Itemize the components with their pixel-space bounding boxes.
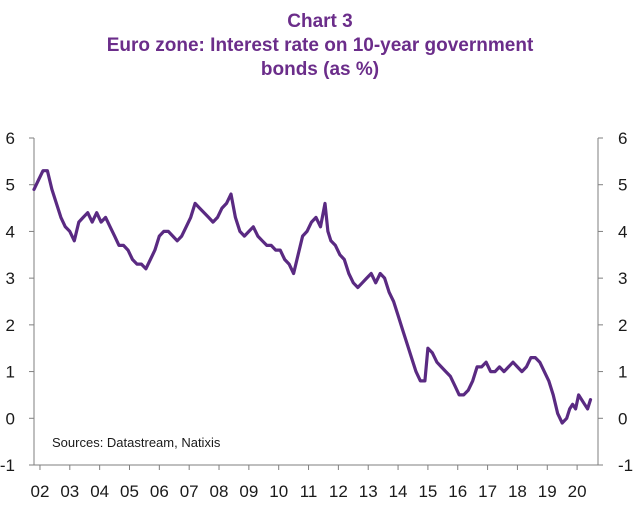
right-y-tick-label: 3 [618, 269, 627, 288]
x-tick-label: 12 [329, 482, 348, 501]
x-tick-label: 16 [448, 482, 467, 501]
left-y-axis: -1 0 1 2 3 4 5 6 [0, 129, 34, 475]
x-tick-label: 11 [300, 482, 318, 501]
x-tick-label: 19 [538, 482, 557, 501]
x-tick-label: 13 [359, 482, 378, 501]
x-tick-label: 10 [269, 482, 288, 501]
left-y-tick-label: 0 [6, 409, 15, 428]
x-tick-label: 18 [508, 482, 527, 501]
left-y-tick-label: 5 [6, 176, 15, 195]
x-tick-label: 15 [418, 482, 437, 501]
x-tick-label: 17 [478, 482, 497, 501]
left-y-tick-label: 6 [6, 129, 15, 148]
x-tick-label: 02 [31, 482, 50, 501]
right-y-axis: -1 0 1 2 3 4 5 6 [598, 129, 633, 475]
chart-subtitle-line-2: bonds (as %) [260, 59, 380, 80]
chart-title: Chart 3 [287, 11, 353, 32]
right-y-tick-label: 4 [618, 222, 627, 241]
x-tick-label: 05 [120, 482, 139, 501]
series-line-bond-yield [32, 169, 593, 425]
left-y-tick-label: 1 [6, 363, 15, 382]
right-y-tick-label: 0 [618, 409, 627, 428]
source-note: Sources: Datastream, Natixis [52, 435, 221, 450]
x-tick-label: 08 [210, 482, 229, 501]
x-tick-label: 03 [60, 482, 79, 501]
chart-subtitle-line-1: Euro zone: Interest rate on 10-year gove… [106, 35, 534, 56]
x-tick-label: 09 [239, 482, 258, 501]
right-y-tick-label: 2 [618, 316, 627, 335]
left-y-tick-label: -1 [0, 456, 15, 475]
x-tick-label: 20 [568, 482, 587, 501]
right-y-tick-label: 5 [618, 176, 627, 195]
right-y-tick-label: -1 [618, 456, 633, 475]
x-axis: 02 03 04 05 06 07 08 09 10 11 12 13 14 15 16 17 18 19 20 [31, 465, 587, 501]
left-y-tick-label: 4 [6, 222, 15, 241]
left-y-tick-label: 3 [6, 269, 15, 288]
x-tick-label: 06 [150, 482, 169, 501]
right-y-tick-label: 1 [618, 363, 627, 382]
right-y-tick-label: 6 [618, 129, 627, 148]
x-tick-label: 07 [180, 482, 199, 501]
plot-frame [33, 138, 599, 466]
x-tick-label: 14 [389, 482, 408, 501]
left-y-tick-label: 2 [6, 316, 15, 335]
x-tick-label: 04 [90, 482, 109, 501]
chart-title-block: Chart 3 Euro zone: Interest rate on 10-y… [0, 10, 640, 82]
